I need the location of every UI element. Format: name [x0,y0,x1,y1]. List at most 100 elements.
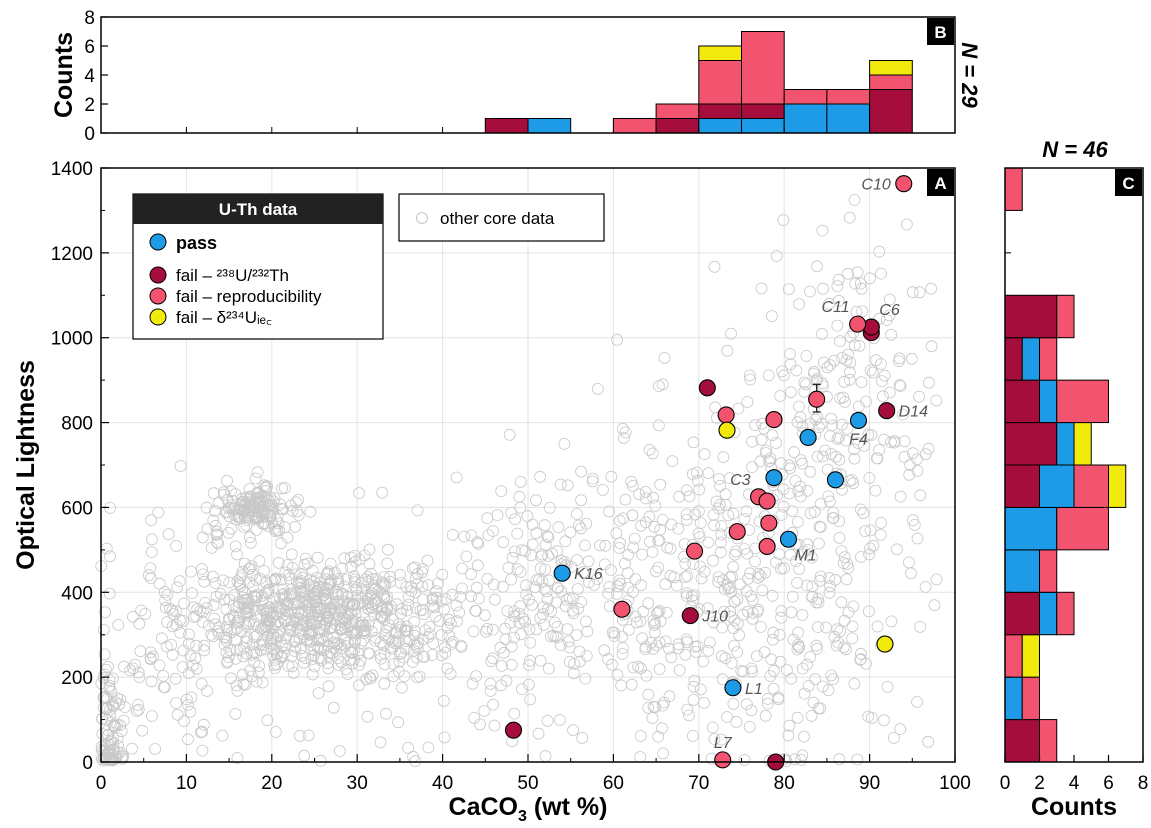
other-core-point [827,506,840,519]
other-core-point [542,662,555,675]
point-fail-u-th [681,607,699,625]
other-core-point [187,611,200,623]
panel-c-n-label: N = 46 [1042,137,1108,162]
other-core-point [278,521,291,534]
bar-fail-u-th [698,103,742,119]
other-core-point [832,636,845,649]
other-core-point [795,754,807,766]
panel-c-border [1004,167,1144,763]
other-core-point [809,673,822,686]
other-core-point [823,572,836,584]
other-core-point [702,644,715,657]
other-core-point [107,738,120,750]
other-core-point [382,543,394,556]
other-core-point [312,687,325,699]
other-core-point [366,669,379,682]
other-core-point [706,721,719,734]
other-core-point [746,461,758,474]
point-fail-repro [895,175,913,193]
other-core-point [862,428,875,441]
sample-label: C3 [730,472,751,489]
other-core-point [786,590,799,603]
other-core-point [851,266,864,279]
other-core-point [826,512,839,524]
other-core-point [271,599,284,612]
other-core-point [501,605,514,617]
other-core-point [630,616,643,629]
other-core-point [234,572,247,584]
other-core-point [375,576,388,589]
other-core-point [470,670,483,682]
other-core-point [860,395,872,408]
other-core-point [293,730,306,742]
other-core-point [913,390,925,403]
other-core-point [907,447,919,460]
other-core-point [279,566,292,579]
other-core-point [530,527,543,540]
other-core-point [368,609,381,621]
other-core-point [381,601,394,614]
other-core-point [364,596,377,609]
other-core-point [606,658,618,671]
other-core-point [647,614,660,627]
legend-fail-d234-marker [149,308,167,326]
other-core-point [327,701,340,714]
other-core-point [255,623,268,635]
other-core-point [306,592,319,605]
other-core-point [230,513,243,526]
other-core-point [351,598,364,611]
other-core-point [530,574,543,586]
other-core-point [833,532,846,544]
other-core-point [576,732,589,744]
other-core-point [214,588,227,600]
other-core-point [877,390,889,403]
other-core-point [717,451,730,464]
other-core-point [259,480,272,493]
other-core-point [374,652,387,665]
other-core-point [755,282,768,295]
point-fail-repro [765,411,783,429]
other-core-point [400,581,413,593]
sample-label: D14 [899,404,928,421]
other-core-point [563,641,576,654]
point-fail-repro [758,492,776,510]
other-core-point [863,605,875,618]
other-core-point [911,453,923,466]
other-core-point [288,607,301,619]
point-fail-d234 [876,635,894,653]
bar-fail-repro [1056,591,1075,636]
other-core-point [642,702,655,714]
other-core-point [304,618,317,631]
other-core-point [825,447,837,460]
other-core-point [309,588,322,601]
other-core-point [830,639,843,652]
bar-fail-u-th [1004,337,1023,381]
other-core-point [652,534,665,547]
other-core-point [751,650,763,662]
other-core-point [831,280,844,293]
bar-pass [741,118,785,134]
other-core-point [559,535,572,548]
point-fail-repro [849,315,867,333]
other-core-point [233,577,246,590]
bar-pass [1039,464,1075,508]
other-core-point [262,583,275,596]
panel-c-label-box [1115,169,1142,196]
other-core-point [348,643,361,655]
other-core-point [864,524,877,537]
other-core-point [252,496,265,509]
other-core-point [649,617,662,630]
other-core-point [260,603,273,615]
y-tick-label: 4 [84,66,95,87]
other-core-point [114,719,127,732]
other-core-point [229,708,242,720]
other-core-point [838,551,851,563]
other-core-point [182,667,195,680]
other-core-point [291,505,304,518]
other-core-point [513,607,525,620]
panel-c: 0 2 4 6 8 C N = 46 Counts [1000,137,1149,821]
other-core-point [444,668,457,680]
other-core-point [881,681,894,693]
sample-label: L1 [745,681,763,698]
other-core-point [885,328,898,341]
